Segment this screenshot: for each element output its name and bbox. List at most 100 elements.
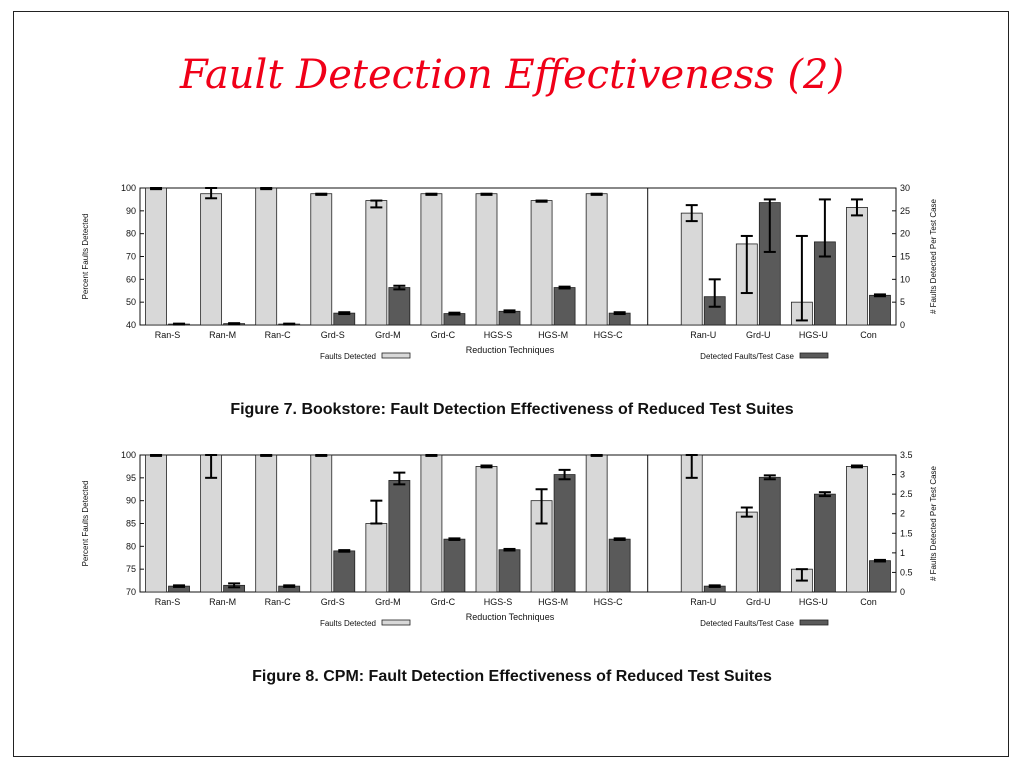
x-tick-label: Grd-U xyxy=(746,597,771,607)
x-tick-label: Ran-C xyxy=(265,597,292,607)
bar-faults-per-test-case xyxy=(813,493,836,593)
legend-swatch-faults-detected xyxy=(381,352,411,359)
bar-faults-detected xyxy=(420,454,443,593)
legend-label-faults-detected: Faults Detected xyxy=(320,352,376,361)
legend-label-faults-per-test-case: Detected Faults/Test Case xyxy=(700,352,794,361)
x-tick-label: Ran-C xyxy=(265,330,292,340)
bar-faults-detected xyxy=(585,193,608,326)
bar-faults-detected xyxy=(475,193,498,326)
bar-faults-per-test-case xyxy=(608,538,631,593)
y2-tick-label: 1.5 xyxy=(900,528,913,538)
y-axis-label: Percent Faults Detected xyxy=(81,481,90,567)
x-tick-label: Grd-U xyxy=(746,330,771,340)
y2-tick-label: 15 xyxy=(900,252,910,262)
x-tick-label: Grd-S xyxy=(321,330,345,340)
bar-faults-detected xyxy=(200,193,223,326)
bar-faults-per-test-case xyxy=(388,480,411,593)
bar-faults-detected xyxy=(475,466,498,593)
x-tick-label: Grd-C xyxy=(431,330,456,340)
x-tick-label: Ran-U xyxy=(690,597,716,607)
bar-faults-per-test-case xyxy=(869,294,891,326)
bar-faults-per-test-case xyxy=(498,310,521,326)
y2-tick-label: 30 xyxy=(900,183,910,193)
bar-faults-per-test-case xyxy=(758,476,781,593)
bar-faults-detected xyxy=(145,187,167,326)
bar-faults-detected xyxy=(310,193,333,326)
x-tick-label: Ran-S xyxy=(155,597,181,607)
y-tick-label: 100 xyxy=(121,450,136,460)
y-tick-label: 50 xyxy=(126,297,136,307)
figure-7-caption: Figure 7. Bookstore: Fault Detection Eff… xyxy=(230,401,794,418)
bar-faults-per-test-case xyxy=(443,538,466,593)
y2-tick-label: 2.5 xyxy=(900,489,913,499)
y2-tick-label: 2 xyxy=(900,509,905,519)
x-tick-label: HGS-U xyxy=(799,330,828,340)
bar-faults-per-test-case xyxy=(333,550,356,593)
bar-faults-detected xyxy=(846,466,868,593)
y2-tick-label: 0 xyxy=(900,587,905,597)
y-tick-label: 40 xyxy=(126,320,136,330)
x-tick-label: Grd-C xyxy=(431,597,456,607)
x-tick-label: Ran-U xyxy=(690,330,716,340)
y-tick-label: 95 xyxy=(126,473,136,483)
y-tick-label: 100 xyxy=(121,183,136,193)
legend-label-faults-per-test-case: Detected Faults/Test Case xyxy=(700,619,794,628)
x-tick-label: HGS-M xyxy=(538,330,568,340)
bar-faults-detected xyxy=(735,511,758,593)
slide-title: Fault Detection Effectiveness (2) xyxy=(179,52,845,98)
x-axis-label: Reduction Techniques xyxy=(466,612,555,622)
figure-8-caption: Figure 8. CPM: Fault Detection Effective… xyxy=(252,668,772,685)
legend-swatch-faults-per-test-case xyxy=(799,619,829,626)
bar-faults-per-test-case xyxy=(553,474,576,593)
y-axis-label: Percent Faults Detected xyxy=(81,214,90,300)
bar-faults-detected xyxy=(255,454,278,593)
x-tick-label: HGS-C xyxy=(594,330,624,340)
y-tick-label: 75 xyxy=(126,564,136,574)
x-tick-label: HGS-C xyxy=(594,597,624,607)
bar-faults-detected xyxy=(310,454,333,593)
y-tick-label: 70 xyxy=(126,587,136,597)
x-tick-label: Grd-M xyxy=(375,330,401,340)
bar-faults-detected xyxy=(365,200,388,326)
x-tick-label: HGS-S xyxy=(484,597,513,607)
y2-tick-label: 3 xyxy=(900,470,905,480)
y-tick-label: 80 xyxy=(126,541,136,551)
legend-swatch-faults-per-test-case xyxy=(799,352,829,359)
y-tick-label: 90 xyxy=(126,496,136,506)
y2-axis-label: # Faults Detected Per Test Case xyxy=(929,198,938,314)
y-tick-label: 60 xyxy=(126,274,136,284)
bar-faults-detected xyxy=(585,454,608,593)
slide-frame xyxy=(13,11,1009,757)
y2-tick-label: 0.5 xyxy=(900,567,913,577)
x-tick-label: HGS-M xyxy=(538,597,568,607)
bar-faults-detected xyxy=(530,200,553,326)
chart-cpm: 70 75 80 85 90 95 100 0 0.5 1 1.5 2 2.5 3 3.5 Percent F… xyxy=(81,450,938,628)
bar-faults-per-test-case xyxy=(498,549,521,593)
x-tick-label: Con xyxy=(860,597,877,607)
x-tick-label: Ran-M xyxy=(209,597,236,607)
x-axis-label: Reduction Techniques xyxy=(466,345,555,355)
y-tick-label: 90 xyxy=(126,206,136,216)
bar-faults-per-test-case xyxy=(388,287,411,326)
x-tick-label: Grd-M xyxy=(375,597,401,607)
bar-faults-detected xyxy=(846,207,868,326)
legend-label-faults-detected: Faults Detected xyxy=(320,619,376,628)
y2-axis-label: # Faults Detected Per Test Case xyxy=(929,465,938,581)
x-tick-label: HGS-U xyxy=(799,597,828,607)
y2-tick-label: 1 xyxy=(900,548,905,558)
x-tick-label: Ran-S xyxy=(155,330,181,340)
bar-faults-per-test-case xyxy=(553,287,576,326)
plot-area xyxy=(139,187,897,326)
x-tick-label: Grd-S xyxy=(321,597,345,607)
y2-tick-label: 5 xyxy=(900,297,905,307)
y2-tick-label: 20 xyxy=(900,229,910,239)
bar-faults-detected xyxy=(420,193,443,326)
chart-bookstore: 40 50 60 70 80 90 100 0 5 10 15 20 25 30 Percent Fault… xyxy=(81,183,938,361)
x-tick-label: Ran-M xyxy=(209,330,236,340)
y2-tick-label: 25 xyxy=(900,206,910,216)
bar-faults-detected xyxy=(255,187,278,326)
y-tick-label: 85 xyxy=(126,519,136,529)
legend-swatch-faults-detected xyxy=(381,619,411,626)
x-tick-label: Con xyxy=(860,330,877,340)
bar-faults-detected xyxy=(680,212,703,326)
